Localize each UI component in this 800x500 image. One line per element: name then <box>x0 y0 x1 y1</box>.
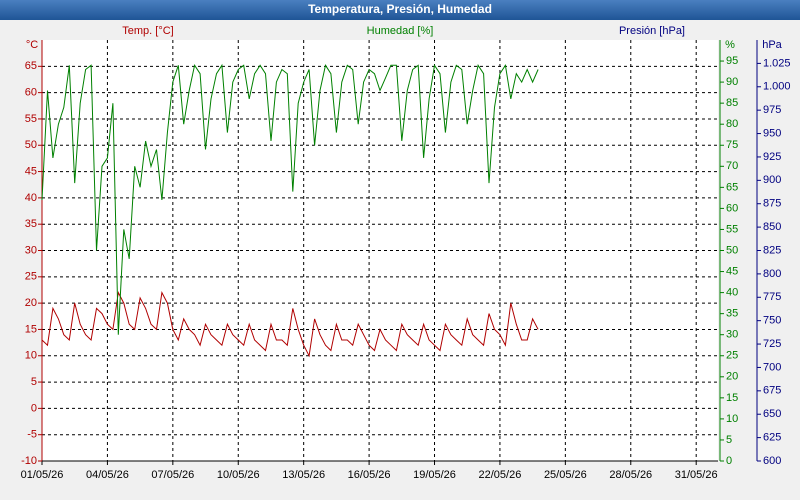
x-tick-label: 01/05/26 <box>21 469 64 481</box>
y3-tick-label: 650 <box>763 408 781 420</box>
y2-tick-label: 80 <box>726 118 738 130</box>
y3-tick-label: 825 <box>763 244 781 256</box>
y-tick-label: 50 <box>25 139 37 151</box>
y-tick-label: 5 <box>31 376 37 388</box>
y-axis-label: Temp. [°C] <box>122 25 173 37</box>
data-line <box>41 291 539 358</box>
y-tick-label: 55 <box>25 113 37 125</box>
y3-tick-label: 750 <box>763 315 781 327</box>
y-tick-label: -5 <box>27 429 37 441</box>
x-tick-label: 04/05/26 <box>86 469 129 481</box>
y-tick-label: 60 <box>25 87 37 99</box>
y2-tick-label: 20 <box>726 371 738 383</box>
y3-tick-label: 925 <box>763 151 781 163</box>
y3-tick-label: 950 <box>763 127 781 139</box>
y3-axis-label: Presión [hPa] <box>619 25 685 37</box>
y-tick-label: -10 <box>21 455 37 467</box>
y2-tick-label: 90 <box>726 76 738 88</box>
y2-tick-label: 0 <box>726 455 732 467</box>
y-tick-label: 20 <box>25 297 37 309</box>
y3-tick-label: 900 <box>763 174 781 186</box>
y3-tick-label: 800 <box>763 268 781 280</box>
y2-tick-label: 70 <box>726 160 738 172</box>
y-tick-label: 25 <box>25 271 37 283</box>
y3-tick-label: 1.000 <box>763 81 791 93</box>
y-tick-label: 15 <box>25 323 37 335</box>
x-tick-label: 07/05/26 <box>151 469 194 481</box>
y-tick-label: 0 <box>31 402 37 414</box>
y3-tick-label: 725 <box>763 338 781 350</box>
y2-axis-label: Humedad [%] <box>367 25 434 37</box>
y2-tick-label: 65 <box>726 181 738 193</box>
y-tick-label: 40 <box>25 192 37 204</box>
y2-tick-label: 50 <box>726 244 738 256</box>
title-bar <box>0 0 800 20</box>
y3-tick-label: 625 <box>763 432 781 444</box>
y2-unit: % <box>725 39 735 51</box>
y2-tick-label: 55 <box>726 223 738 235</box>
y3-tick-label: 875 <box>763 198 781 210</box>
y3-tick-label: 675 <box>763 385 781 397</box>
x-tick-label: 19/05/26 <box>413 469 456 481</box>
y2-tick-label: 40 <box>726 287 738 299</box>
y3-unit: hPa <box>762 39 782 51</box>
data-line <box>41 63 539 335</box>
y2-tick-label: 30 <box>726 329 738 341</box>
x-tick-label: 16/05/26 <box>348 469 391 481</box>
y3-tick-label: 775 <box>763 291 781 303</box>
y2-tick-label: 95 <box>726 55 738 67</box>
x-tick-label: 28/05/26 <box>609 469 652 481</box>
x-tick-label: 10/05/26 <box>217 469 260 481</box>
y3-tick-label: 1.025 <box>763 57 791 69</box>
y2-tick-label: 10 <box>726 413 738 425</box>
y-tick-label: 30 <box>25 244 37 256</box>
y2-tick-label: 25 <box>726 350 738 362</box>
y2-tick-label: 85 <box>726 97 738 109</box>
y-tick-label: 65 <box>25 60 37 72</box>
y3-tick-label: 975 <box>763 104 781 116</box>
x-tick-label: 13/05/26 <box>282 469 325 481</box>
y3-tick-label: 600 <box>763 455 781 467</box>
y-unit: °C <box>26 39 38 51</box>
y2-tick-label: 15 <box>726 392 738 404</box>
y-tick-label: 10 <box>25 350 37 362</box>
x-tick-label: 25/05/26 <box>544 469 587 481</box>
y2-tick-label: 60 <box>726 202 738 214</box>
y3-tick-label: 850 <box>763 221 781 233</box>
y3-tick-label: 700 <box>763 361 781 373</box>
y2-tick-label: 75 <box>726 139 738 151</box>
y-tick-label: 45 <box>25 165 37 177</box>
x-tick-label: 22/05/26 <box>479 469 522 481</box>
x-tick-label: 31/05/26 <box>675 469 718 481</box>
chart-title: Temperatura, Presión, Humedad <box>308 2 492 16</box>
y2-tick-label: 35 <box>726 308 738 320</box>
y-tick-label: 35 <box>25 218 37 230</box>
y2-tick-label: 5 <box>726 434 732 446</box>
y2-tick-label: 45 <box>726 265 738 277</box>
